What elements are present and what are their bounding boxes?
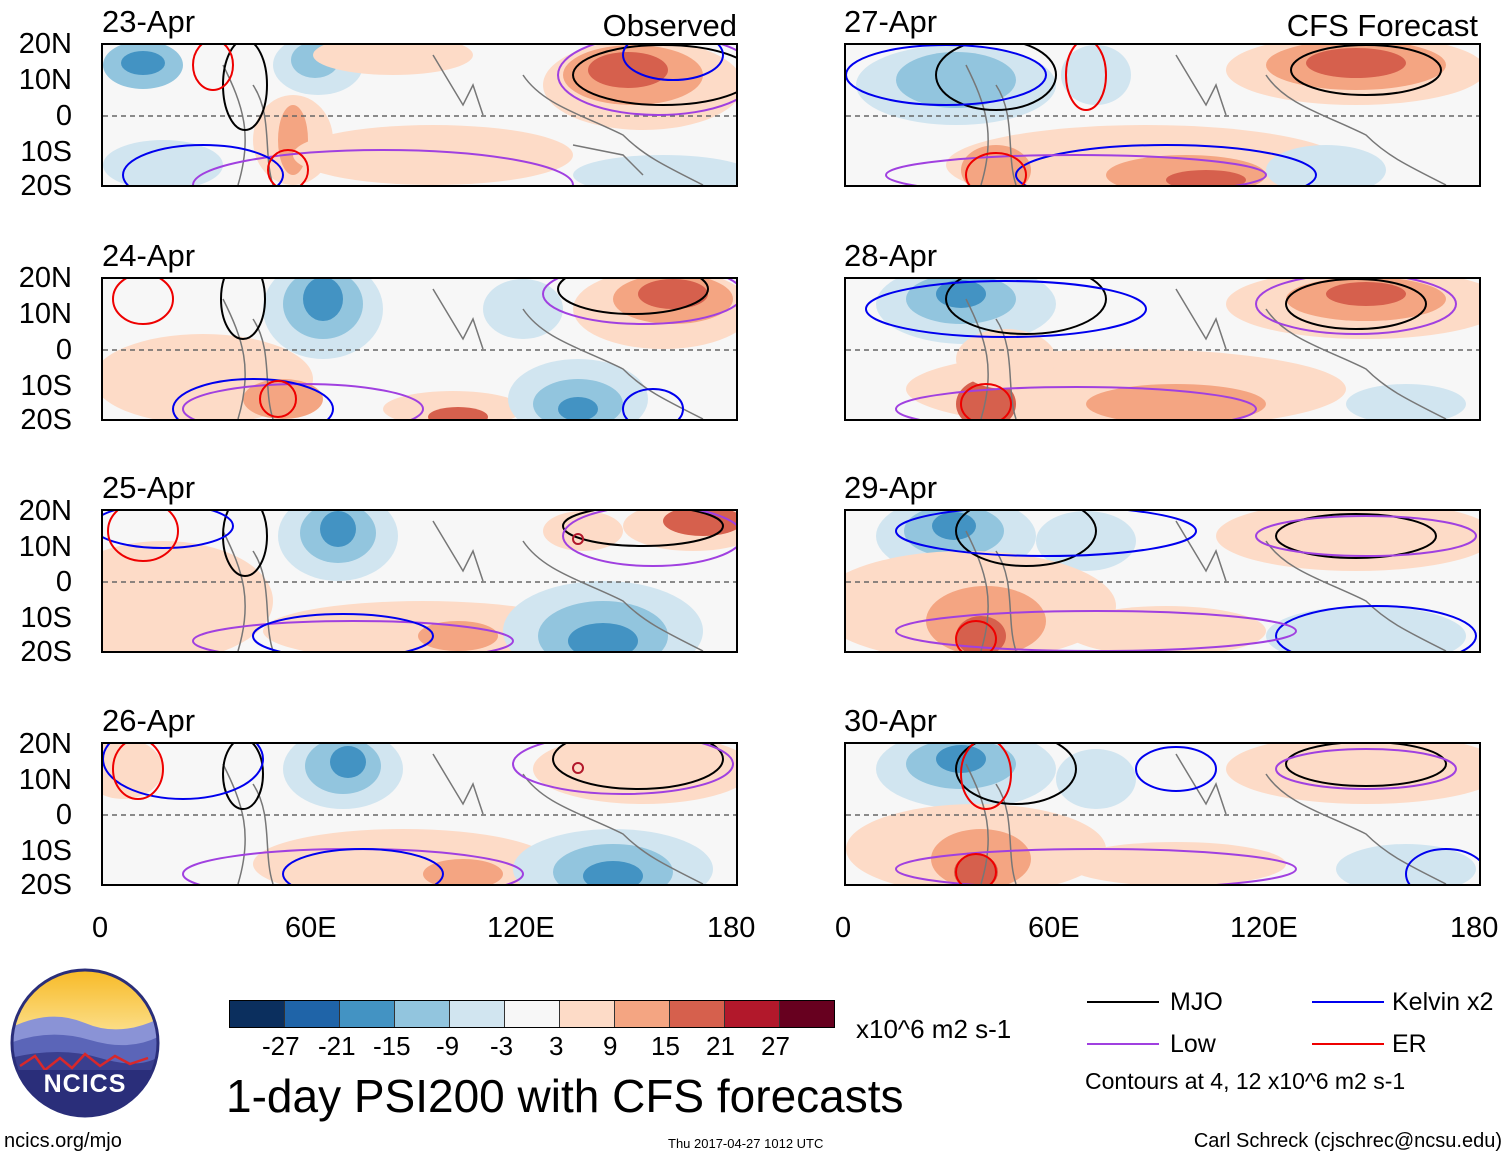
legend-label-low: Low	[1170, 1030, 1216, 1058]
lat-label-0: 0	[55, 566, 72, 598]
colorbar-segment	[339, 1001, 394, 1027]
legend-label-kelvin: Kelvin x2	[1392, 988, 1494, 1016]
lat-label-10n: 10N	[18, 298, 72, 330]
lat-label-10s: 10S	[20, 602, 72, 634]
panel-date-label: 28-Apr	[844, 238, 938, 273]
lat-label-20n: 20N	[18, 495, 72, 527]
map-panel-29-apr	[844, 509, 1481, 653]
ncics-logo: NCICS	[10, 968, 160, 1118]
footer-timestamp: Thu 2017-04-27 1012 UTC	[668, 1136, 824, 1151]
panel-date-label: 30-Apr	[844, 703, 938, 738]
map-panel-23-apr	[101, 43, 738, 187]
legend-label-mjo: MJO	[1170, 988, 1223, 1016]
lat-label-10s: 10S	[20, 370, 72, 402]
colorbar-segment	[669, 1001, 724, 1027]
colorbar-tick: 9	[603, 1031, 618, 1061]
colorbar-tick: -15	[373, 1031, 411, 1061]
map-field	[103, 511, 736, 651]
map-field	[846, 279, 1479, 419]
panel-date-label: 26-Apr	[102, 703, 196, 738]
colorbar	[229, 1000, 835, 1028]
map-field	[846, 511, 1479, 651]
legend-line-kelvin	[1312, 1001, 1384, 1003]
lat-label-20s: 20S	[20, 636, 72, 668]
ncics-logo-text: NCICS	[43, 1070, 127, 1098]
panel-date-label: 29-Apr	[844, 470, 938, 505]
footer-author: Carl Schreck (cjschrec@ncsu.edu)	[1193, 1130, 1502, 1152]
lat-label-20n: 20N	[18, 728, 72, 760]
lon-label-0: 0	[835, 912, 852, 944]
map-field	[846, 744, 1479, 884]
map-field	[103, 279, 736, 419]
panel-date-label: 27-Apr	[844, 4, 938, 39]
colorbar-tick: 21	[706, 1031, 735, 1061]
panel-date-label: 25-Apr	[102, 470, 196, 505]
colorbar-tick: -3	[490, 1031, 514, 1061]
lat-label-0: 0	[55, 799, 72, 831]
panel-date-label: 23-Apr	[102, 4, 196, 39]
lon-label-60e: 60E	[1028, 912, 1080, 944]
lon-label-120e: 120E	[487, 912, 555, 944]
colorbar-segment	[230, 1001, 284, 1027]
lat-label-10s: 10S	[20, 835, 72, 867]
map-panel-27-apr	[844, 43, 1481, 187]
lat-label-10n: 10N	[18, 531, 72, 563]
map-panel-30-apr	[844, 742, 1481, 886]
map-panel-25-apr	[101, 509, 738, 653]
map-field	[103, 45, 736, 185]
colorbar-segment	[284, 1001, 339, 1027]
legend-line-low	[1087, 1043, 1159, 1045]
map-panel-24-apr	[101, 277, 738, 421]
lat-label-20s: 20S	[20, 869, 72, 901]
legend-line-mjo	[1087, 1001, 1159, 1003]
colorbar-segment	[504, 1001, 559, 1027]
lon-label-0: 0	[92, 912, 109, 944]
colorbar-segment	[614, 1001, 669, 1027]
footer-url: ncics.org/mjo	[4, 1130, 122, 1152]
colorbar-segment	[559, 1001, 614, 1027]
lon-label-180: 180	[707, 912, 756, 944]
map-panel-26-apr	[101, 742, 738, 886]
colorbar-segment	[779, 1001, 834, 1027]
lon-label-120e: 120E	[1230, 912, 1298, 944]
lon-label-180: 180	[1450, 912, 1499, 944]
panel-corner-label: Observed	[602, 8, 737, 43]
lat-label-0: 0	[55, 334, 72, 366]
lat-label-10s: 10S	[20, 136, 72, 168]
lat-label-10n: 10N	[18, 764, 72, 796]
figure-title: 1-day PSI200 with CFS forecasts	[226, 1070, 904, 1122]
legend-label-er: ER	[1392, 1030, 1427, 1058]
lon-label-60e: 60E	[285, 912, 337, 944]
colorbar-tick: -21	[318, 1031, 356, 1061]
map-field	[846, 45, 1479, 185]
panel-date-label: 24-Apr	[102, 238, 196, 273]
lat-label-20s: 20S	[20, 404, 72, 436]
map-field	[103, 744, 736, 884]
colorbar-segment	[449, 1001, 504, 1027]
colorbar-tick: -9	[436, 1031, 460, 1061]
colorbar-segment	[394, 1001, 449, 1027]
colorbar-tick: 15	[651, 1031, 680, 1061]
colorbar-tick: 27	[761, 1031, 790, 1061]
lat-label-20n: 20N	[18, 262, 72, 294]
map-panel-28-apr	[844, 277, 1481, 421]
legend-line-er	[1312, 1043, 1384, 1045]
lat-label-10n: 10N	[18, 64, 72, 96]
lat-label-0: 0	[55, 100, 72, 132]
panel-corner-label: CFS Forecast	[1286, 8, 1478, 43]
colorbar-tick: -27	[262, 1031, 300, 1061]
colorbar-segment	[724, 1001, 779, 1027]
colorbar-units: x10^6 m2 s-1	[856, 1014, 1012, 1044]
lat-label-20n: 20N	[18, 28, 72, 60]
lat-label-20s: 20S	[20, 170, 72, 202]
legend-contour-note: Contours at 4, 12 x10^6 m2 s-1	[1085, 1068, 1406, 1094]
colorbar-tick: 3	[549, 1031, 564, 1061]
